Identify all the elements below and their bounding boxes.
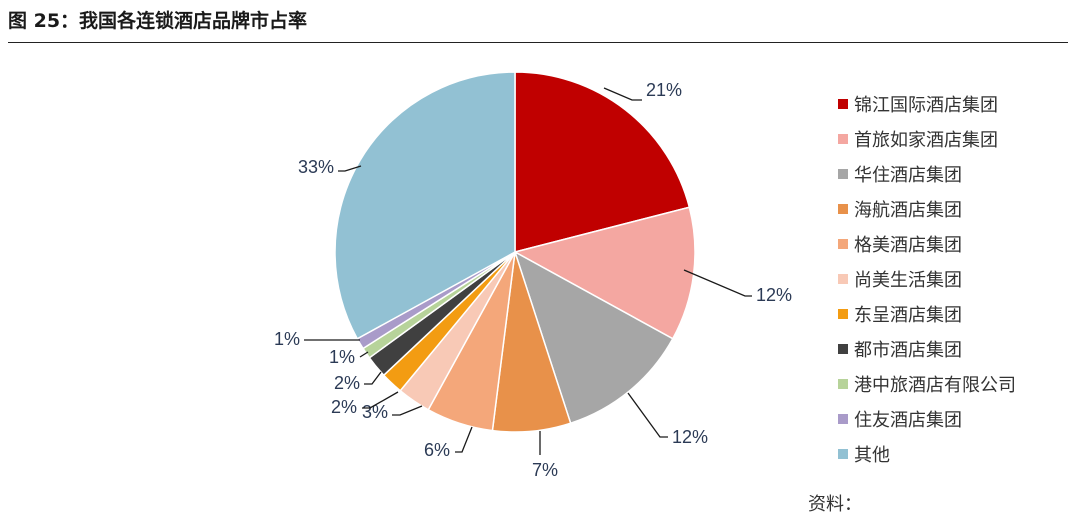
legend-label: 首旅如家酒店集团 [854, 129, 998, 151]
pie-slice [334, 71, 516, 340]
legend-swatch [838, 168, 848, 179]
pie-slice [514, 71, 691, 253]
legend-swatch [838, 238, 848, 249]
data-label: 7% [532, 460, 558, 480]
legend-item: 尚美生活集团 [838, 261, 1016, 296]
legend-item: 都市酒店集团 [838, 331, 1016, 366]
leader-line [364, 371, 382, 385]
leader-line [683, 269, 752, 297]
legend-item: 海航酒店集团 [838, 191, 1016, 226]
legend-item: 格美酒店集团 [838, 226, 1016, 261]
legend-label: 都市酒店集团 [854, 339, 962, 361]
figure-title: 图 25：我国各连锁酒店品牌市占率 [8, 10, 308, 32]
legend-swatch [838, 273, 848, 284]
data-label: 2% [331, 397, 357, 417]
leader-line [338, 165, 362, 172]
leader-line [362, 391, 399, 409]
legend-label: 东呈酒店集团 [854, 304, 962, 326]
legend-label: 尚美生活集团 [854, 269, 962, 291]
legend-item: 东呈酒店集团 [838, 296, 1016, 331]
legend-swatch [838, 203, 848, 214]
legend-swatch [838, 448, 848, 459]
pie-slice [513, 250, 674, 425]
legend-label: 锦江国际酒店集团 [854, 94, 998, 116]
chart-legend: 锦江国际酒店集团 首旅如家酒店集团 华住酒店集团 海航酒店集团 格美酒店集团 尚美生活集团… [838, 86, 1016, 471]
legend-item: 锦江国际酒店集团 [838, 86, 1016, 121]
leader-line [359, 351, 369, 358]
data-label: 1% [274, 329, 300, 349]
legend-swatch [838, 133, 848, 144]
leader-line [627, 392, 668, 438]
data-label: 6% [424, 440, 450, 460]
leader-line [392, 405, 423, 416]
leader-line [603, 87, 642, 101]
data-label: 33% [298, 157, 334, 177]
data-label: 12% [756, 285, 792, 305]
legend-label: 其他 [854, 444, 890, 466]
data-label: 21% [646, 80, 682, 100]
legend-label: 海航酒店集团 [854, 199, 962, 221]
data-label: 12% [672, 427, 708, 447]
data-label: 2% [334, 373, 360, 393]
legend-swatch [838, 413, 848, 424]
legend-item: 首旅如家酒店集团 [838, 121, 1016, 156]
legend-label: 港中旅酒店有限公司 [854, 374, 1016, 396]
legend-swatch [838, 378, 848, 389]
title-divider [8, 42, 1068, 43]
legend-item: 住友酒店集团 [838, 401, 1016, 436]
data-label: 3% [362, 402, 388, 422]
data-label: 1% [329, 347, 355, 367]
legend-item: 其他 [838, 436, 1016, 471]
legend-swatch [838, 98, 848, 109]
legend-label: 格美酒店集团 [854, 234, 962, 256]
source-note: 资料： [808, 494, 862, 515]
legend-swatch [838, 343, 848, 354]
legend-label: 华住酒店集团 [854, 164, 962, 186]
pie-chart: 21% 12% 12% 7% 6% 3%2% 2% 1% 1% 33% [274, 71, 792, 480]
legend-item: 华住酒店集团 [838, 156, 1016, 191]
legend-item: 港中旅酒店有限公司 [838, 366, 1016, 401]
legend-swatch [838, 308, 848, 319]
leader-line [455, 426, 473, 453]
legend-label: 住友酒店集团 [854, 409, 962, 431]
